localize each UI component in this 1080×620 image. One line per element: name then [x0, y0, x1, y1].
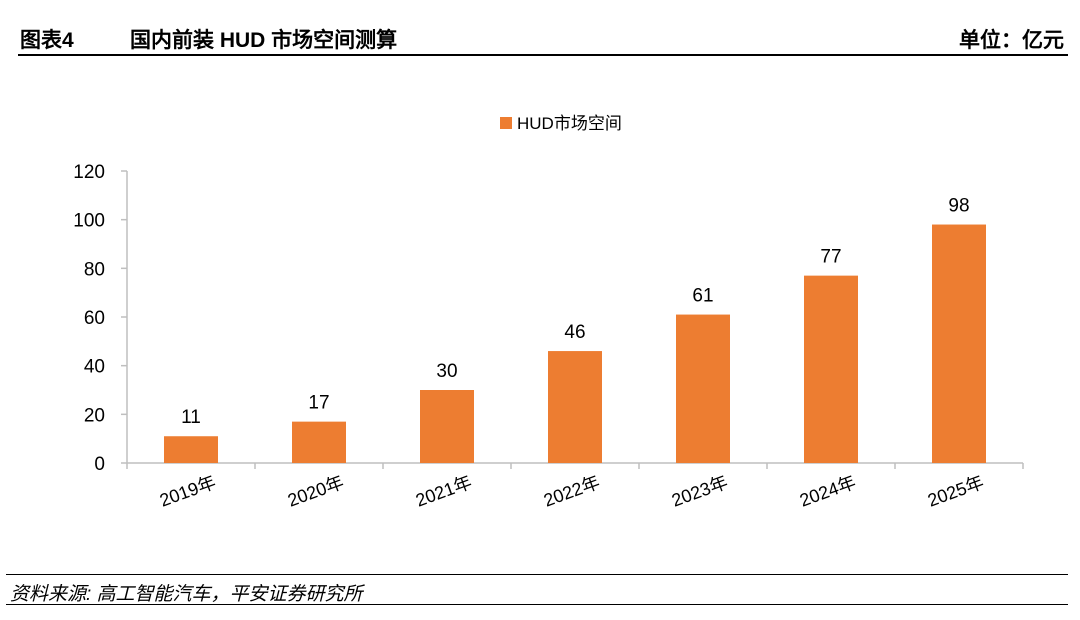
legend-swatch [500, 117, 512, 129]
y-tick-label: 100 [73, 211, 105, 232]
x-tick-label: 2022年 [541, 472, 602, 511]
y-tick-label: 20 [84, 405, 105, 426]
bar [804, 275, 858, 463]
x-tick-label: 2025年 [925, 472, 986, 511]
data-label: 11 [181, 407, 201, 428]
unit-label: 单位：亿元 [959, 29, 1064, 52]
data-label: 61 [692, 286, 713, 307]
data-label: 77 [820, 247, 841, 268]
figure-header: 图表4 国内前装 HUD 市场空间测算 单位：亿元 [18, 22, 1068, 56]
data-label: 46 [564, 322, 585, 343]
x-tick-label: 2021年 [413, 472, 474, 511]
bar [932, 224, 986, 463]
y-tick-label: 0 [94, 454, 105, 475]
footer-rule-top [6, 574, 1068, 575]
data-label: 98 [948, 196, 969, 217]
bar [676, 314, 730, 463]
y-tick-label: 60 [84, 308, 105, 329]
y-tick-label: 120 [73, 162, 105, 183]
footer-rule-bottom [6, 604, 1068, 605]
figure-number: 图表4 [20, 29, 74, 52]
x-tick-label: 2023年 [669, 472, 730, 511]
legend-label: HUD市场空间 [517, 114, 622, 133]
bar [420, 390, 474, 463]
bar [292, 421, 346, 463]
source-note: 资料来源: 高工智能汽车，平安证券研究所 [10, 584, 363, 605]
data-label: 17 [308, 393, 329, 414]
x-tick-label: 2019年 [157, 472, 218, 511]
bar [548, 351, 602, 463]
x-tick-label: 2024年 [797, 472, 858, 511]
figure-title: 国内前装 HUD 市场空间测算 [130, 29, 398, 52]
y-tick-label: 40 [84, 357, 105, 378]
bar [164, 436, 218, 463]
data-label: 30 [436, 361, 457, 382]
x-tick-label: 2020年 [285, 472, 346, 511]
y-tick-label: 80 [84, 259, 105, 280]
